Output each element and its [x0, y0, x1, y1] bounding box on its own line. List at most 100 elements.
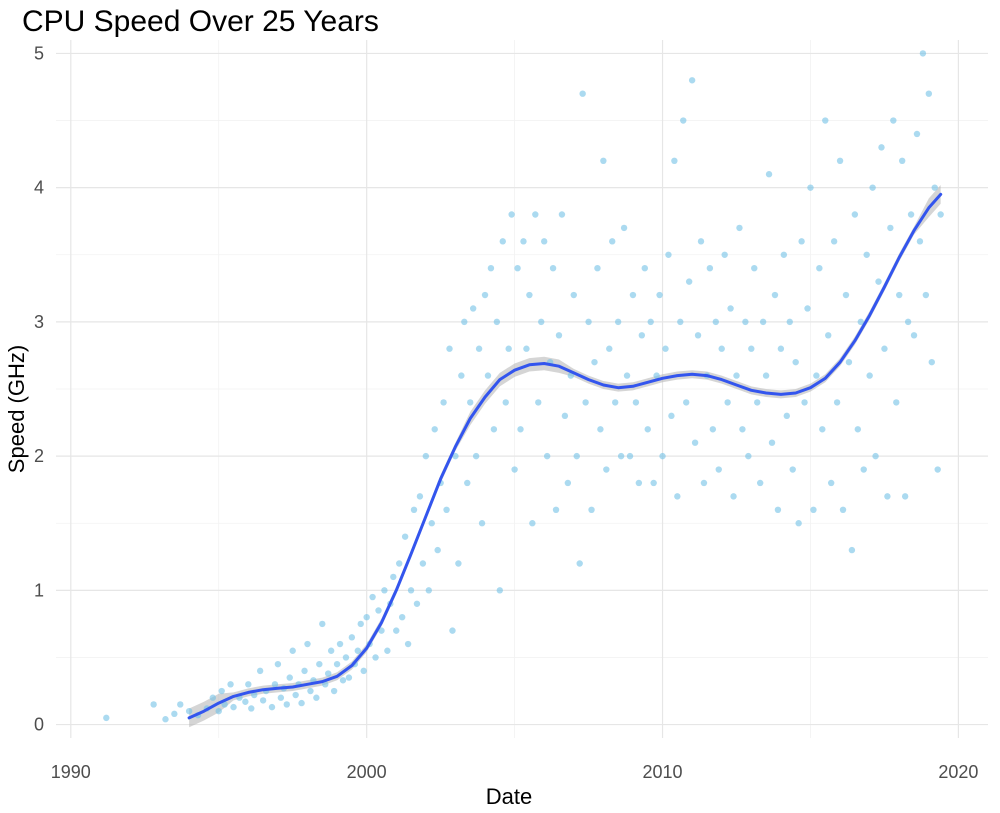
data-point: [591, 358, 598, 366]
data-point: [730, 493, 737, 500]
trend-line-group: [187, 192, 943, 720]
data-point: [597, 426, 604, 433]
data-point: [721, 251, 728, 258]
data-point: [798, 238, 805, 245]
data-point: [866, 372, 873, 379]
data-point: [901, 493, 909, 500]
data-point: [469, 305, 477, 312]
data-point: [369, 593, 376, 601]
data-point: [452, 452, 459, 460]
data-point: [496, 587, 504, 594]
data-point: [579, 90, 586, 97]
data-point: [854, 426, 862, 433]
data-point: [413, 600, 421, 607]
data-point: [620, 224, 628, 232]
data-point: [573, 452, 580, 460]
data-point: [600, 157, 607, 165]
data-point: [325, 670, 332, 677]
data-point: [612, 399, 619, 406]
data-point: [416, 493, 424, 500]
data-point: [339, 677, 347, 684]
data-point: [804, 305, 811, 312]
data-point: [467, 399, 474, 406]
data-point: [363, 613, 370, 621]
data-point: [783, 412, 791, 420]
data-point: [357, 620, 364, 628]
data-point: [475, 345, 483, 352]
data-point: [694, 332, 702, 339]
data-point: [733, 372, 740, 379]
data-point: [925, 90, 933, 97]
data-point: [842, 291, 850, 299]
data-point: [221, 701, 228, 708]
data-point: [668, 412, 675, 420]
data-point: [934, 466, 941, 473]
data-point: [381, 587, 388, 594]
data-point: [274, 660, 282, 668]
data-point: [150, 701, 157, 708]
data-point: [372, 654, 379, 661]
data-point: [319, 620, 326, 628]
data-point: [440, 399, 447, 406]
x-tick-labels: 1990 2000 2010 2020: [51, 762, 979, 782]
data-point: [754, 399, 761, 406]
data-point: [827, 479, 835, 487]
data-point: [878, 144, 885, 151]
data-point: [848, 546, 856, 554]
data-point: [774, 506, 782, 514]
data-point: [768, 439, 776, 446]
data-point: [543, 452, 551, 460]
data-point: [650, 479, 657, 487]
data-point: [718, 345, 725, 352]
data-point: [635, 479, 643, 487]
data-point: [259, 697, 267, 704]
data-point: [425, 587, 432, 594]
data-point: [748, 345, 755, 352]
data-point: [756, 479, 764, 487]
data-point: [431, 426, 438, 433]
x-axis-title: Date: [486, 784, 532, 809]
data-point: [697, 238, 705, 245]
data-point: [727, 305, 734, 312]
data-point: [875, 278, 882, 285]
x-tick-label: 2000: [347, 762, 387, 782]
data-point: [564, 479, 572, 487]
data-point: [401, 533, 409, 540]
data-point: [582, 399, 589, 406]
data-point: [517, 426, 524, 433]
data-point: [396, 560, 403, 567]
data-point: [665, 251, 672, 258]
data-point: [422, 452, 430, 460]
y-tick-labels: 0 1 2 3 4 5: [34, 43, 44, 734]
data-point: [481, 291, 489, 299]
data-point: [813, 372, 820, 379]
data-point: [898, 157, 906, 165]
data-point: [739, 426, 746, 433]
y-tick-label: 4: [34, 178, 44, 198]
data-point: [816, 264, 823, 272]
data-point: [836, 157, 844, 165]
data-point: [449, 627, 456, 634]
data-point: [508, 211, 515, 218]
data-point: [893, 399, 900, 406]
data-point: [215, 707, 222, 715]
data-point: [771, 291, 779, 299]
data-point: [404, 640, 412, 648]
y-tick-label: 3: [34, 312, 44, 332]
data-point: [759, 318, 767, 326]
data-point: [677, 318, 684, 326]
data-point: [674, 493, 681, 500]
data-point: [292, 691, 299, 699]
data-point: [896, 291, 903, 299]
data-point: [245, 681, 252, 688]
data-point: [688, 77, 696, 84]
grid-major: [56, 40, 988, 738]
data-point: [242, 698, 249, 705]
data-point: [603, 466, 610, 473]
data-point: [162, 716, 169, 723]
data-point: [218, 687, 225, 695]
data-point: [384, 647, 391, 654]
data-point: [520, 238, 527, 245]
data-point: [103, 714, 110, 722]
data-point: [822, 117, 829, 124]
